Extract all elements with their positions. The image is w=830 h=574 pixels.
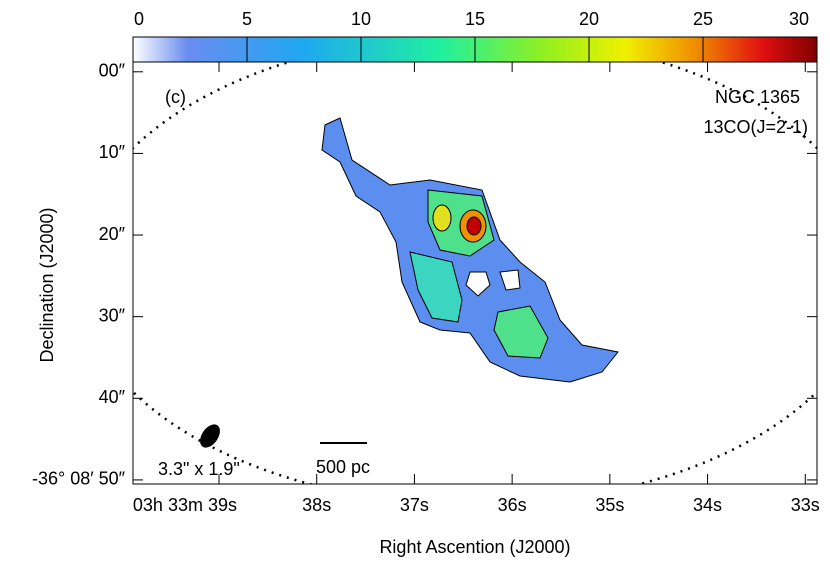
x-axis-label: Right Ascention (J2000) xyxy=(379,537,570,557)
colorbar-tick-label: 10 xyxy=(351,9,371,29)
hole xyxy=(499,269,521,291)
hole xyxy=(465,271,491,297)
x-tick-label: 03h 33m 39s xyxy=(133,495,237,515)
map xyxy=(133,62,817,484)
emission xyxy=(493,305,549,359)
source-name: NGC 1365 xyxy=(715,87,800,107)
y-tick-label: 00″ xyxy=(99,61,126,81)
colorbar-tick-label: 15 xyxy=(465,9,485,29)
y-tick-label: -36° 08′ 50″ xyxy=(32,469,126,489)
y-tick-label: 40″ xyxy=(99,387,126,407)
x-tick-label: 38s xyxy=(302,495,331,515)
colorbar-tick-label: 20 xyxy=(579,9,599,29)
y-axis-label: Declination (J2000) xyxy=(37,207,57,362)
x-tick-label: 33s xyxy=(791,495,820,515)
y-tick-label: 10″ xyxy=(99,142,126,162)
y-tick-label: 20″ xyxy=(99,224,126,244)
emission xyxy=(409,251,463,323)
colorbar-tick-label: 0 xyxy=(134,9,144,29)
scale-label: 500 pc xyxy=(316,457,370,477)
line-name: 13CO(J=2-1) xyxy=(703,117,808,137)
x-tick-label: 36s xyxy=(498,495,527,515)
beam xyxy=(200,424,220,448)
y-tick-label: 30″ xyxy=(99,305,126,325)
beam-size: 3.3" x 1.9" xyxy=(158,459,240,479)
x-tick-label: 35s xyxy=(595,495,624,515)
x-tick-label: 34s xyxy=(693,495,722,515)
colorbar-tick-label: 30 xyxy=(789,9,809,29)
x-tick-label: 37s xyxy=(400,495,429,515)
emission xyxy=(432,204,452,232)
panel-label: (c) xyxy=(165,87,186,107)
colorbar-tick-label: 5 xyxy=(242,9,252,29)
emission xyxy=(466,216,482,236)
colorbar-tick-label: 25 xyxy=(693,9,713,29)
